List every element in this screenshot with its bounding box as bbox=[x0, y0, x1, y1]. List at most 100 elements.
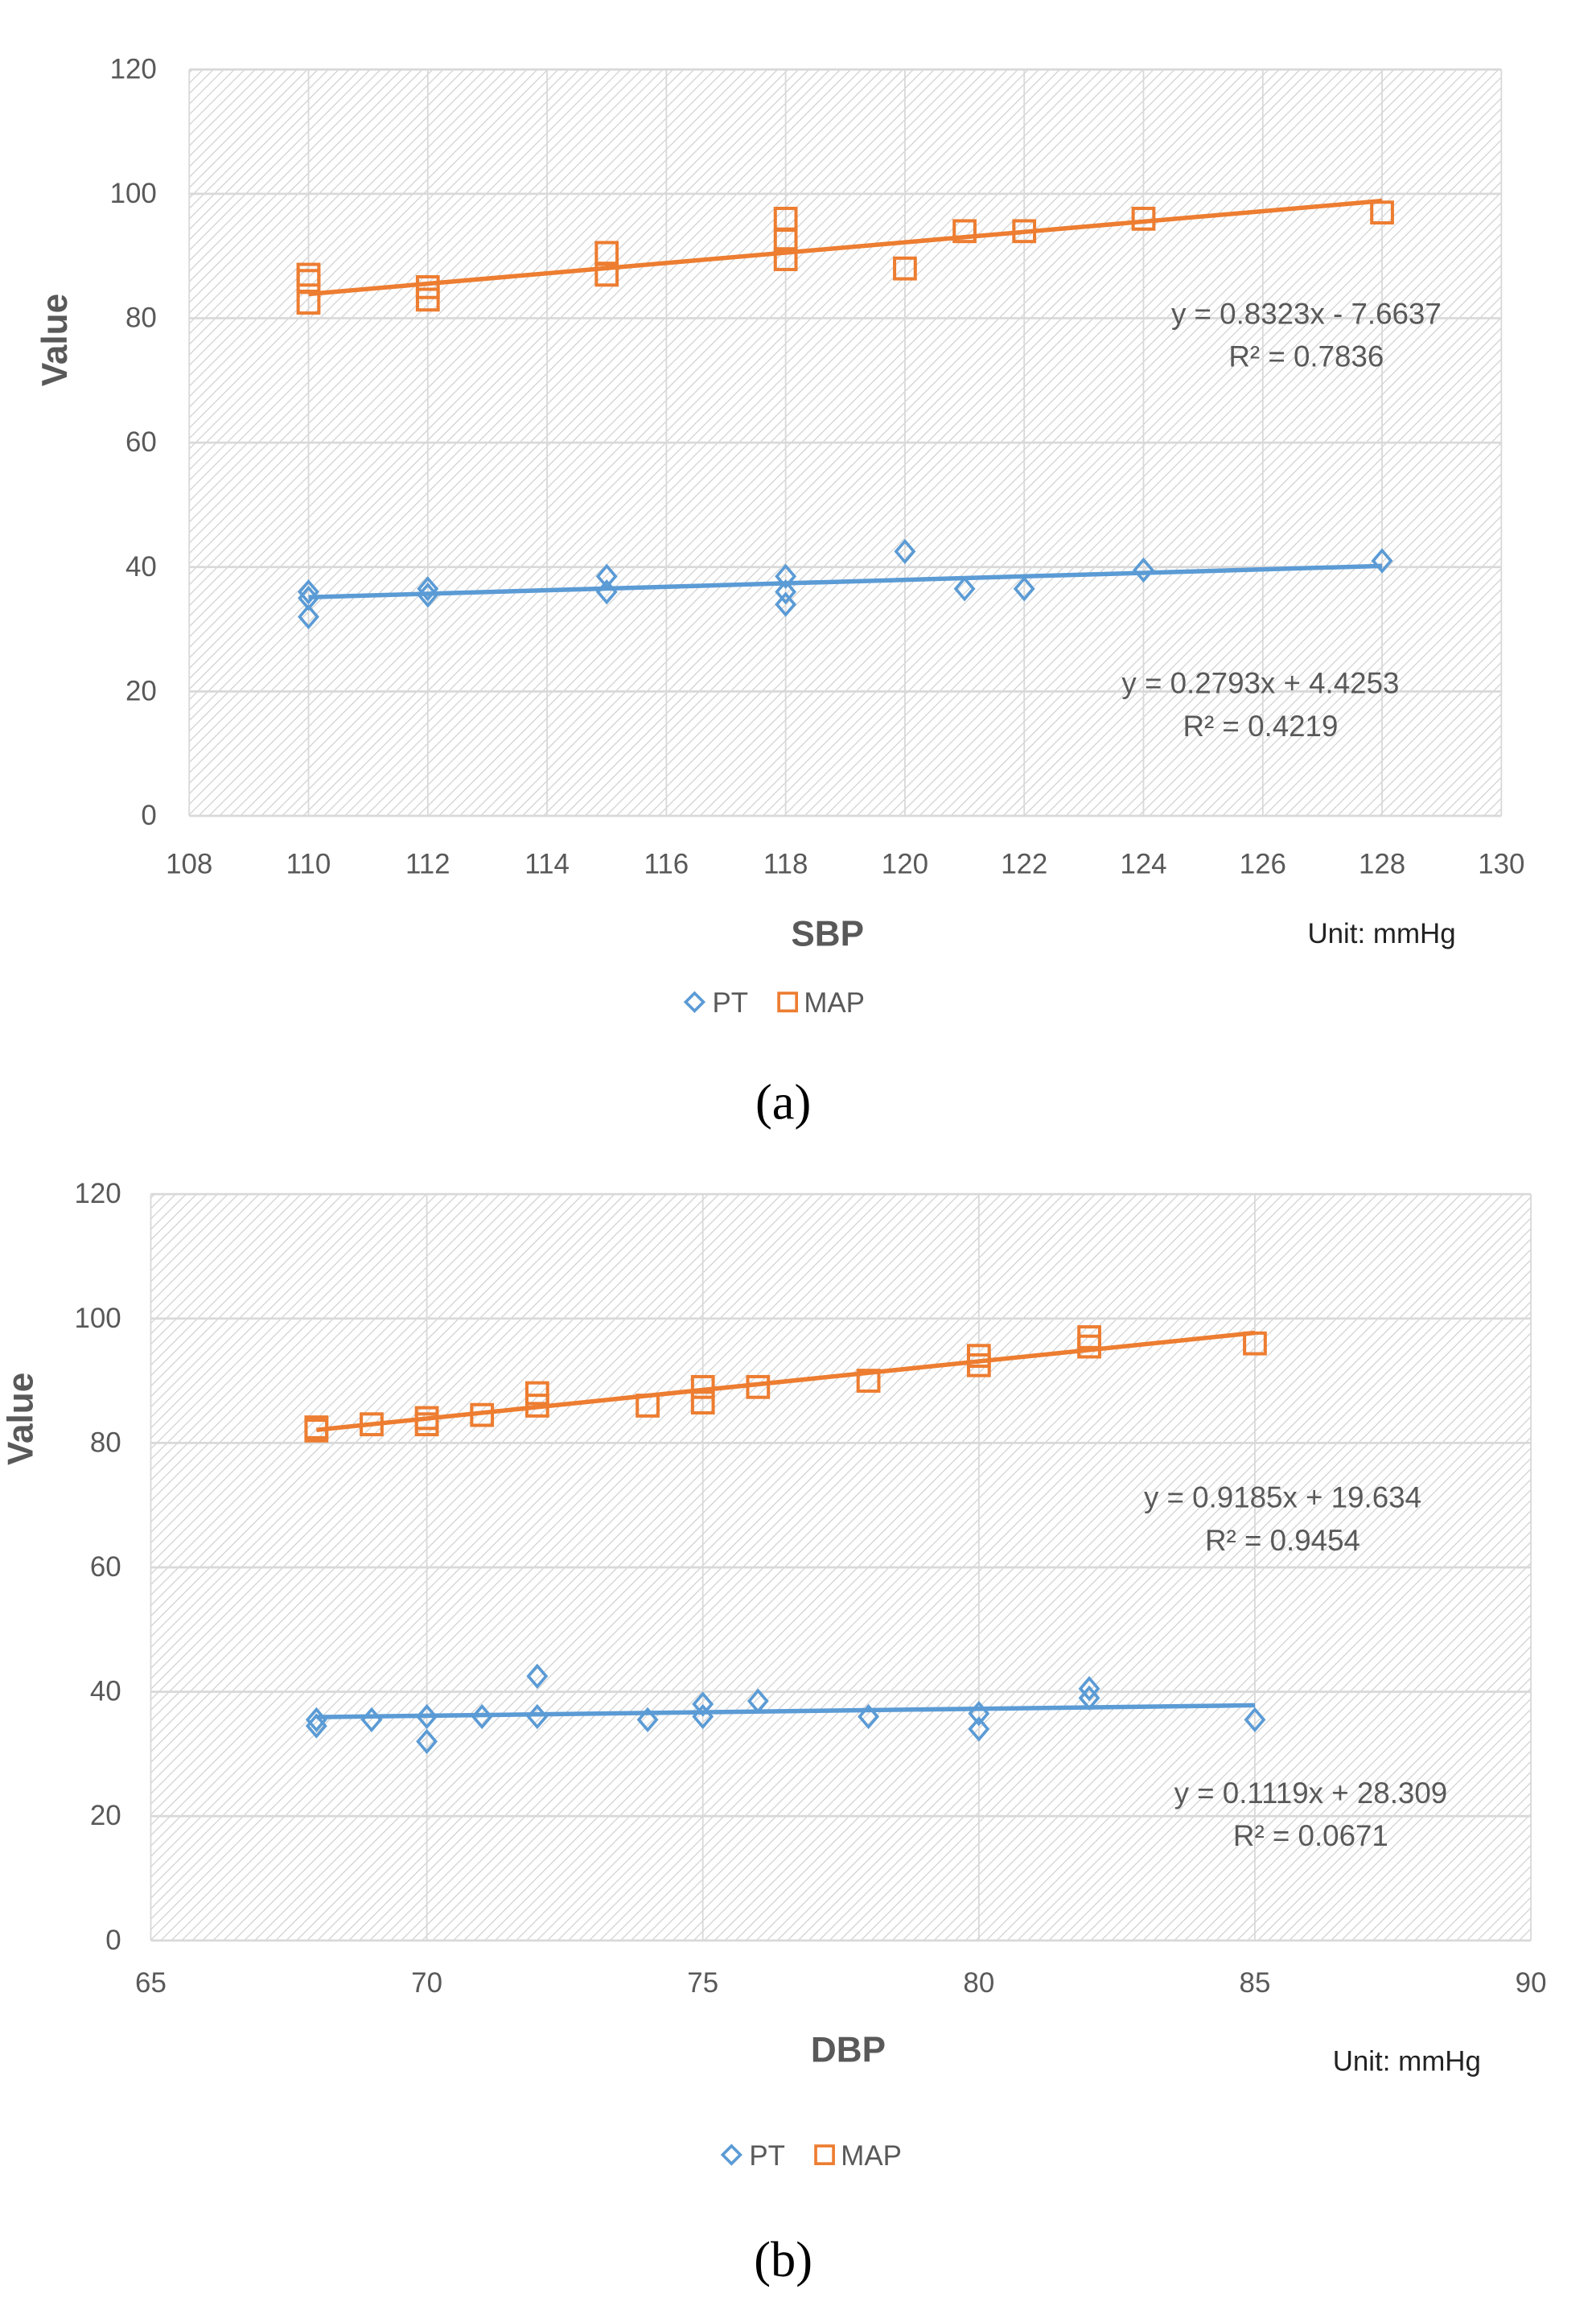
data-point-map bbox=[690, 1374, 715, 1399]
x-tick-label: 114 bbox=[524, 849, 570, 880]
trend-r2-pt: R² = 0.4219 bbox=[1183, 710, 1338, 743]
data-point-pt bbox=[692, 1691, 714, 1717]
data-point-map bbox=[524, 1394, 549, 1418]
legend-map-label: MAP bbox=[841, 2140, 902, 2172]
legend-map-label: MAP bbox=[804, 987, 865, 1019]
x-tick-label: 126 bbox=[1240, 849, 1286, 880]
data-point-map bbox=[360, 1412, 384, 1437]
data-point-pt bbox=[1244, 1707, 1266, 1733]
data-point-pt bbox=[471, 1703, 493, 1730]
data-point-pt bbox=[775, 563, 797, 590]
y-axis-label: Value bbox=[35, 294, 75, 386]
data-point-pt bbox=[636, 1707, 659, 1733]
data-point-pt bbox=[417, 582, 439, 608]
data-point-map bbox=[296, 290, 321, 315]
x-tick-label: 75 bbox=[687, 1967, 718, 1999]
x-axis-label: SBP bbox=[791, 915, 864, 954]
data-point-map bbox=[690, 1390, 715, 1415]
data-point-pt bbox=[526, 1703, 549, 1730]
data-point-pt bbox=[595, 563, 618, 590]
y-tick-label: 20 bbox=[90, 1800, 121, 1831]
data-point-map bbox=[1077, 1334, 1101, 1359]
data-point-map bbox=[966, 1353, 991, 1377]
data-point-map bbox=[524, 1381, 549, 1406]
legend-pt-label: PT bbox=[712, 987, 748, 1019]
trend-equation-pt: y = 0.2793x + 4.4253 bbox=[1121, 666, 1399, 699]
data-point-map bbox=[773, 247, 798, 271]
data-point-pt bbox=[526, 1663, 549, 1689]
x-tick-label: 118 bbox=[763, 849, 808, 880]
data-point-pt bbox=[416, 1703, 438, 1730]
y-tick-label: 120 bbox=[75, 1178, 121, 1209]
data-point-pt bbox=[894, 538, 916, 565]
chart-a: 108 110 112 114 116 118 120 122 124 126 128 130 0 20 4… bbox=[35, 53, 1525, 1130]
data-point-map bbox=[470, 1402, 495, 1427]
y-tick-label: 40 bbox=[90, 1676, 121, 1707]
panel-label: (a) bbox=[755, 1073, 811, 1130]
data-point-pt bbox=[305, 1713, 327, 1739]
y-tick-label: 120 bbox=[110, 53, 157, 84]
data-point-pt bbox=[417, 576, 439, 602]
y-tick-label: 60 bbox=[125, 426, 157, 458]
trendline-map bbox=[308, 198, 1383, 297]
x-tick-label: 90 bbox=[1516, 1967, 1547, 1999]
data-point-pt bbox=[1078, 1685, 1100, 1711]
trend-equation-map: y = 0.9185x + 19.634 bbox=[1144, 1481, 1421, 1514]
y-tick-label: 0 bbox=[105, 1925, 121, 1956]
data-point-pt bbox=[595, 579, 618, 605]
data-point-pt bbox=[298, 603, 319, 630]
x-tick-label: 116 bbox=[644, 849, 689, 880]
trend-r2-map: R² = 0.7836 bbox=[1228, 340, 1384, 373]
trend-equation-pt: y = 0.1119x + 28.309 bbox=[1174, 1777, 1448, 1810]
data-point-pt bbox=[692, 1703, 714, 1730]
x-tick-label: 110 bbox=[286, 849, 331, 880]
data-point-pt bbox=[953, 576, 976, 602]
x-tick-label: 124 bbox=[1120, 849, 1166, 880]
x-axis-label: DBP bbox=[811, 2030, 886, 2069]
data-point-pt bbox=[298, 579, 319, 605]
data-point-pt bbox=[1078, 1676, 1100, 1702]
legend-pt-icon bbox=[683, 990, 706, 1014]
x-tick-label: 130 bbox=[1478, 849, 1524, 880]
data-point-pt bbox=[1013, 576, 1035, 602]
data-point-map bbox=[952, 219, 977, 244]
data-point-map bbox=[1370, 200, 1394, 225]
data-point-pt bbox=[775, 579, 797, 605]
data-point-map bbox=[1243, 1331, 1267, 1356]
legend-map-icon bbox=[777, 991, 798, 1013]
data-point-pt bbox=[360, 1707, 383, 1733]
chart-b: 65 70 75 80 85 90 0 20 40 60 80 100 120 Value DBP Unit:… bbox=[2, 1178, 1547, 2287]
data-point-map bbox=[414, 1412, 439, 1437]
data-point-map bbox=[1131, 206, 1156, 231]
y-axis-label: Value bbox=[2, 1373, 41, 1465]
data-point-map bbox=[636, 1394, 660, 1418]
panel-label: (b) bbox=[754, 2231, 812, 2287]
data-point-map bbox=[594, 262, 619, 287]
data-point-pt bbox=[968, 1716, 990, 1742]
trendline-pt bbox=[308, 563, 1383, 599]
y-tick-label: 80 bbox=[90, 1427, 121, 1458]
trend-r2-map: R² = 0.9454 bbox=[1205, 1524, 1360, 1557]
data-point-map bbox=[415, 275, 440, 299]
x-tick-label: 80 bbox=[963, 1967, 994, 1999]
trend-equation-map: y = 0.8323x - 7.6637 bbox=[1171, 297, 1442, 330]
y-tick-label: 0 bbox=[141, 800, 156, 831]
y-tick-label: 40 bbox=[125, 551, 157, 583]
data-point-map bbox=[746, 1374, 771, 1399]
x-tick-label: 70 bbox=[411, 1967, 442, 1999]
data-point-map bbox=[1012, 219, 1037, 244]
data-point-pt bbox=[747, 1688, 769, 1714]
x-tick-label: 108 bbox=[166, 849, 212, 880]
data-point-map bbox=[893, 256, 917, 281]
x-tick-label: 122 bbox=[1001, 849, 1047, 880]
y-tick-label: 80 bbox=[125, 303, 157, 334]
data-point-pt bbox=[1371, 548, 1393, 574]
data-point-pt bbox=[858, 1703, 880, 1730]
trend-r2-pt: R² = 0.0671 bbox=[1233, 1819, 1388, 1852]
legend-map-icon bbox=[814, 2144, 835, 2165]
legend-pt-label: PT bbox=[749, 2140, 785, 2172]
y-tick-label: 100 bbox=[75, 1303, 121, 1334]
data-point-map bbox=[773, 229, 798, 253]
x-tick-label: 128 bbox=[1359, 849, 1405, 880]
y-tick-label: 60 bbox=[90, 1551, 121, 1583]
